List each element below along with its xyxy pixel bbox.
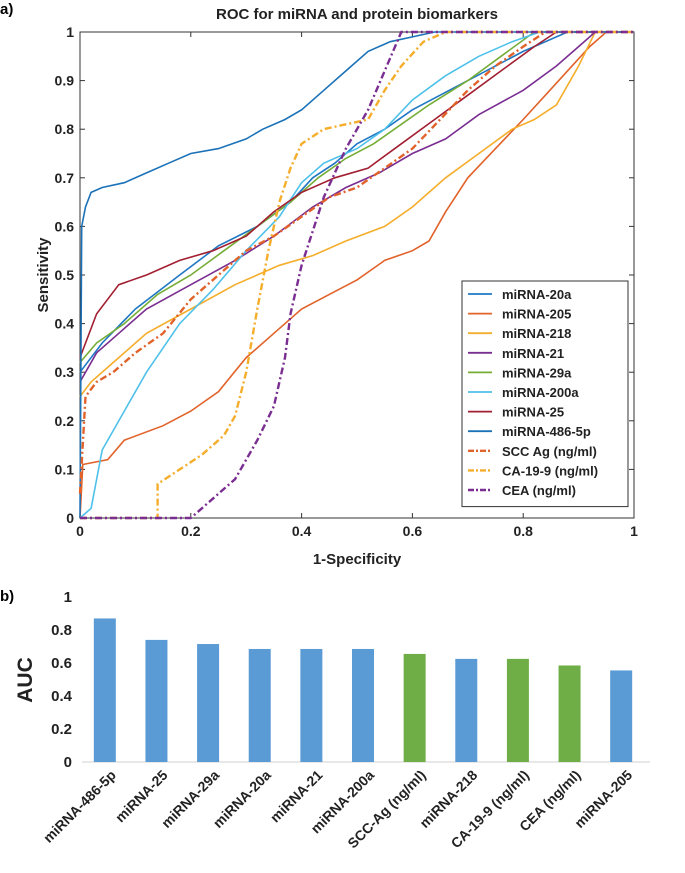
auc-bar [558,665,581,762]
roc-ytick-label: 0.3 [55,364,75,380]
roc-xtick-label: 0.6 [403,523,423,539]
auc-bar [248,648,271,762]
roc-xtick-label: 0 [76,523,84,539]
roc-title: ROC for miRNA and protein biomarkers [216,6,498,23]
roc-legend-entry: miRNA-200a [502,385,579,400]
roc-legend: miRNA-20a miRNA-205 miRNA-218 miRNA-21 miRNA… [461,280,629,508]
roc-ytick-label: 0.7 [55,170,75,186]
auc-bar-chart: 00.20.40.60.81miRNA-486-5pmiRNA-25miRNA-… [40,589,650,851]
roc-ytick-label: 0.8 [55,121,75,137]
auc-bar [352,648,374,762]
roc-series-line [79,31,634,383]
roc-legend-entry: miRNA-21 [502,346,564,361]
roc-ytick-label: 1 [66,24,74,40]
roc-series-line [80,30,634,520]
auc-bar [93,618,116,762]
roc-xlabel: 1-Specificity [313,551,402,568]
roc-series-line [79,31,634,397]
auc-ylabel: AUC [14,657,37,703]
roc-legend-box [461,280,629,508]
roc-series-line [79,31,634,519]
roc-series-line [79,31,634,364]
roc-ytick-label: 0.9 [55,73,75,89]
roc-xtick-label: 0.8 [513,523,533,539]
roc-ytick-label: 0.1 [55,461,75,477]
auc-ytick-label: 0 [64,754,72,771]
roc-ylabel: Sensitivity [35,237,52,313]
auc-ytick-label: 0.4 [51,688,73,705]
auc-bar [197,644,220,762]
roc-legend-entry: miRNA-20a [502,287,572,302]
roc-xtick-label: 0.2 [181,523,201,539]
auc-bar [506,658,529,762]
roc-ytick-label: 0.6 [55,218,75,234]
roc-xtick-label: 0.4 [292,523,312,539]
roc-series-line [79,31,634,358]
roc-legend-entry: SCC Ag (ng/ml) [502,444,597,459]
roc-legend-entry: miRNA-25 [502,405,564,420]
roc-series-line [79,31,634,373]
roc-axes: 0 0.2 0.4 0.6 0.8 1 0 0.1 0.2 0.3 0.4 0.5 0.6 0.7 0.8 0… [55,24,639,539]
roc-ytick-label: 0.2 [55,413,75,429]
roc-legend-entry: CEA (ng/ml) [502,483,576,498]
roc-series-line [78,30,634,494]
auc-bar [300,648,323,762]
roc-legend-entry: CA-19-9 (ng/ml) [502,463,598,478]
roc-xtick-label: 1 [630,523,638,539]
panel-a-label: a) [0,1,13,18]
auc-ytick-label: 1 [64,589,72,606]
auc-bar [403,653,426,762]
auc-ytick-label: 0.6 [51,655,72,672]
roc-series-line [79,31,634,519]
auc-ytick-label: 0.2 [51,721,72,738]
auc-category-label: miRNA-486-5p [40,767,119,846]
roc-ytick-label: 0.4 [55,316,75,332]
panel-b-label: b) [0,588,14,605]
roc-series-line [79,31,634,519]
roc-lines [78,30,634,520]
auc-bar [455,658,478,762]
roc-legend-entry: miRNA-29a [502,365,572,380]
roc-legend-entry: miRNA-218 [502,326,571,341]
roc-legend-entry: miRNA-486-5p [502,424,591,439]
roc-series-line [80,30,634,520]
roc-ytick-label: 0 [66,510,74,526]
roc-ytick-label: 0.5 [55,267,75,283]
auc-ytick-label: 0.8 [51,622,72,639]
roc-legend-entry: miRNA-205 [502,307,571,322]
auc-bar [145,639,168,762]
auc-bar [610,670,633,762]
